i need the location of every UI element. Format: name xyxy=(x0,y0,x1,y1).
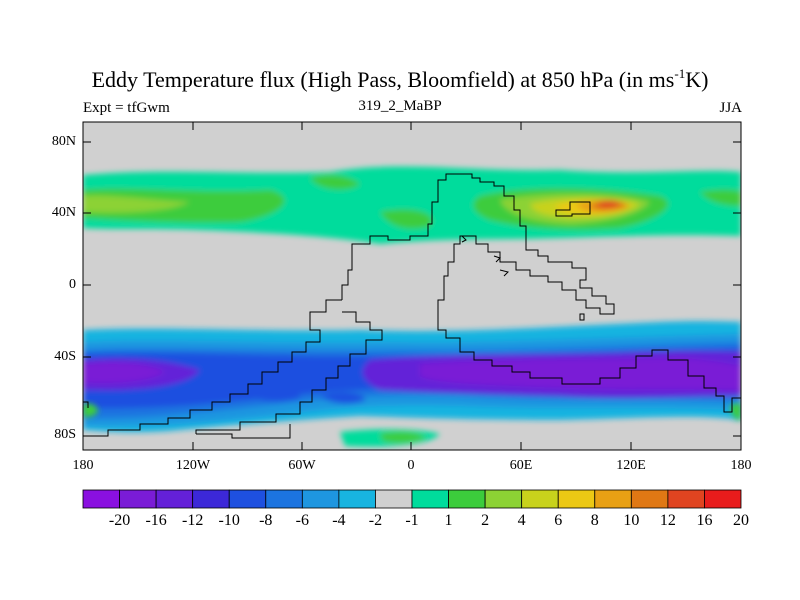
colorbar-swatch xyxy=(119,489,157,509)
colorbar-swatch xyxy=(301,489,340,509)
colorbar-label: -6 xyxy=(295,512,309,529)
y-tick-0: 0 xyxy=(69,277,76,292)
colorbar-label: 4 xyxy=(517,512,526,529)
colorbar-swatch xyxy=(265,489,303,509)
colorbar-swatch xyxy=(448,489,486,509)
colorbar-label: 2 xyxy=(481,512,490,529)
colorbar-swatch xyxy=(704,489,742,509)
colorbar-label: 12 xyxy=(659,512,676,529)
colorbar-label: -10 xyxy=(218,512,240,529)
colorbar-swatch xyxy=(338,489,376,509)
x-tick-180e: 180 xyxy=(730,458,752,473)
y-tick-40n: 40N xyxy=(51,205,76,220)
colorbar-label: -20 xyxy=(108,512,131,529)
colorbar xyxy=(82,489,742,509)
colorbar-swatch xyxy=(630,489,669,509)
colorbar-label: 8 xyxy=(590,512,599,529)
colorbar-label: 16 xyxy=(696,512,713,529)
colorbar-label: 10 xyxy=(623,512,640,529)
colorbar-swatch xyxy=(667,489,705,509)
colorbar-swatch xyxy=(228,489,267,509)
colorbar-label: -12 xyxy=(181,512,204,529)
colorbar-label: 6 xyxy=(554,512,563,529)
y-tick-80s: 80S xyxy=(54,427,76,442)
colorbar-label: -8 xyxy=(259,512,273,529)
colorbar-swatch xyxy=(155,489,194,509)
continent-outlines xyxy=(83,173,741,439)
colorbar-swatch xyxy=(594,489,632,509)
x-tick-60e: 60E xyxy=(509,458,533,473)
season-label: JJA xyxy=(719,100,742,116)
axis-ticks xyxy=(82,122,742,450)
colorbar-swatch xyxy=(375,489,413,509)
colorbar-label: 1 xyxy=(444,512,453,529)
colorbar-label: -1 xyxy=(405,512,419,529)
colorbar-swatch xyxy=(192,489,230,509)
map-title: Eddy Temperature flux (High Pass, Bloomf… xyxy=(91,66,709,92)
colorbar-swatch xyxy=(521,489,559,509)
colorbar-swatch xyxy=(557,489,596,509)
map-frame xyxy=(82,121,742,451)
y-tick-80n: 80N xyxy=(51,134,76,149)
x-tick-120w: 120W xyxy=(175,458,211,473)
experiment-label: Expt = tfGwm xyxy=(83,100,170,116)
contour-field xyxy=(83,122,741,450)
x-tick-60w: 60W xyxy=(288,458,316,473)
x-tick-0: 0 xyxy=(407,458,415,473)
x-tick-180w: 180 xyxy=(72,458,94,473)
x-tick-120e: 120E xyxy=(616,458,646,473)
colorbar-label: -2 xyxy=(368,512,383,529)
colorbar-swatch xyxy=(82,489,120,509)
colorbar-label: 20 xyxy=(733,512,749,529)
colorbar-label: -16 xyxy=(145,512,167,529)
case-label: 319_2_MaBP xyxy=(358,98,442,114)
colorbar-label: -4 xyxy=(332,512,346,529)
y-tick-40s: 40S xyxy=(54,349,76,364)
colorbar-swatch xyxy=(484,489,523,509)
colorbar-swatch xyxy=(411,489,449,509)
